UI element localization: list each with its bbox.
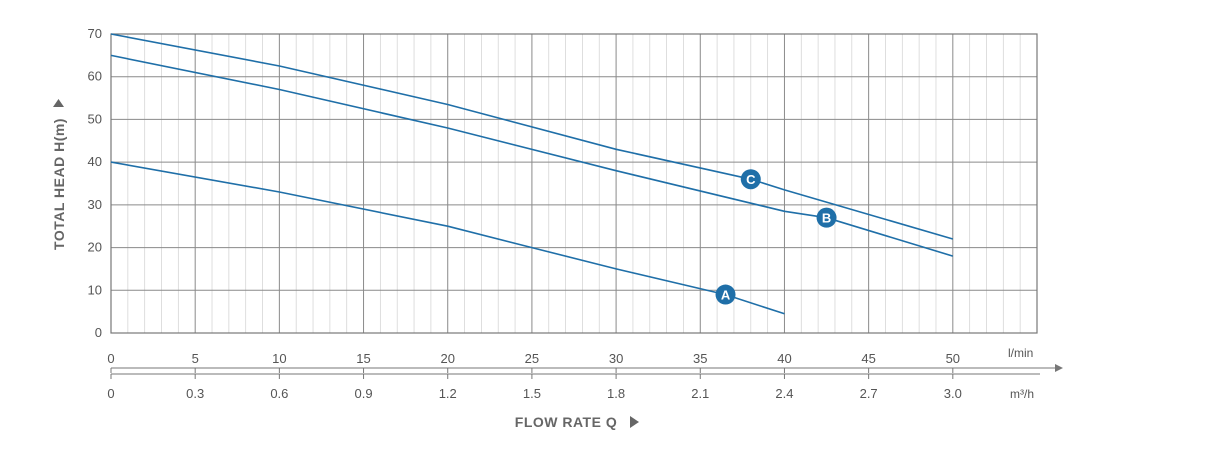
x-tick-label-m3h: 2.7 [860, 386, 878, 401]
x-tick-label-m3h: 3.0 [944, 386, 962, 401]
curve-badge-c [740, 169, 761, 190]
y-tick-label: 0 [95, 325, 102, 340]
x-axis-m3h-ticks: 0 0.3 0.6 0.9 1.2 1.5 1.8 2.1 2.4 2.7 3.0 [107, 374, 962, 401]
x-tick-label-lmin: 25 [525, 351, 539, 366]
y-tick-label: 50 [88, 111, 102, 126]
y-axis-arrow-icon [53, 99, 64, 107]
x-tick-label-lmin: 15 [356, 351, 370, 366]
x-tick-label-lmin: 30 [609, 351, 623, 366]
x-tick-label-m3h: 0 [107, 386, 114, 401]
x-tick-label-lmin: 10 [272, 351, 286, 366]
x-tick-label-m3h: 0.6 [270, 386, 288, 401]
x-tick-label-lmin: 40 [777, 351, 791, 366]
x-tick-label-lmin: 45 [861, 351, 875, 366]
x-tick-label-lmin: 0 [107, 351, 114, 366]
grid [110, 33, 1038, 334]
curve-label-a: A [721, 288, 731, 303]
curve-badge-a [715, 284, 736, 305]
x-unit-lmin: l/min [1008, 346, 1033, 360]
y-tick-label: 30 [88, 197, 102, 212]
curve-c [110, 33, 954, 240]
x-tick-label-lmin: 5 [192, 351, 199, 366]
x-axis-lmin-ticks: 0 5 10 15 20 25 30 35 40 45 50 [107, 351, 960, 373]
x-tick-label-m3h: 1.2 [439, 386, 457, 401]
x-tick-label-lmin: 20 [440, 351, 454, 366]
plot-frame [110, 33, 1038, 334]
curve-badge-b [816, 207, 837, 228]
y-tick-label: 60 [88, 69, 102, 84]
y-tick-label: 70 [88, 26, 102, 41]
curve-label-b: B [822, 211, 831, 226]
x-tick-label-lmin: 50 [946, 351, 960, 366]
x-axis-title-arrow-icon [630, 416, 639, 428]
x-tick-label-lmin: 35 [693, 351, 707, 366]
x-tick-label-m3h: 2.4 [775, 386, 793, 401]
y-axis-ticks: 0 10 20 30 40 50 60 70 [88, 26, 102, 340]
y-tick-label: 20 [88, 240, 102, 255]
x-tick-label-m3h: 0.3 [186, 386, 204, 401]
curve-label-c: C [746, 172, 756, 187]
x-tick-label-m3h: 1.8 [607, 386, 625, 401]
y-tick-label: 10 [88, 282, 102, 297]
x-unit-m3h: m³/h [1010, 387, 1034, 401]
x-tick-label-m3h: 0.9 [355, 386, 373, 401]
x-tick-label-m3h: 1.5 [523, 386, 541, 401]
y-axis-title: TOTAL HEAD H(m) [51, 118, 67, 250]
plot-border [110, 33, 1038, 334]
y-tick-label: 40 [88, 154, 102, 169]
x-axis-title: FLOW RATE Q [515, 414, 617, 430]
x-axis-lmin-arrow-icon [1055, 364, 1063, 372]
x-tick-label-m3h: 2.1 [691, 386, 709, 401]
curve-badges: A B C [715, 169, 837, 305]
